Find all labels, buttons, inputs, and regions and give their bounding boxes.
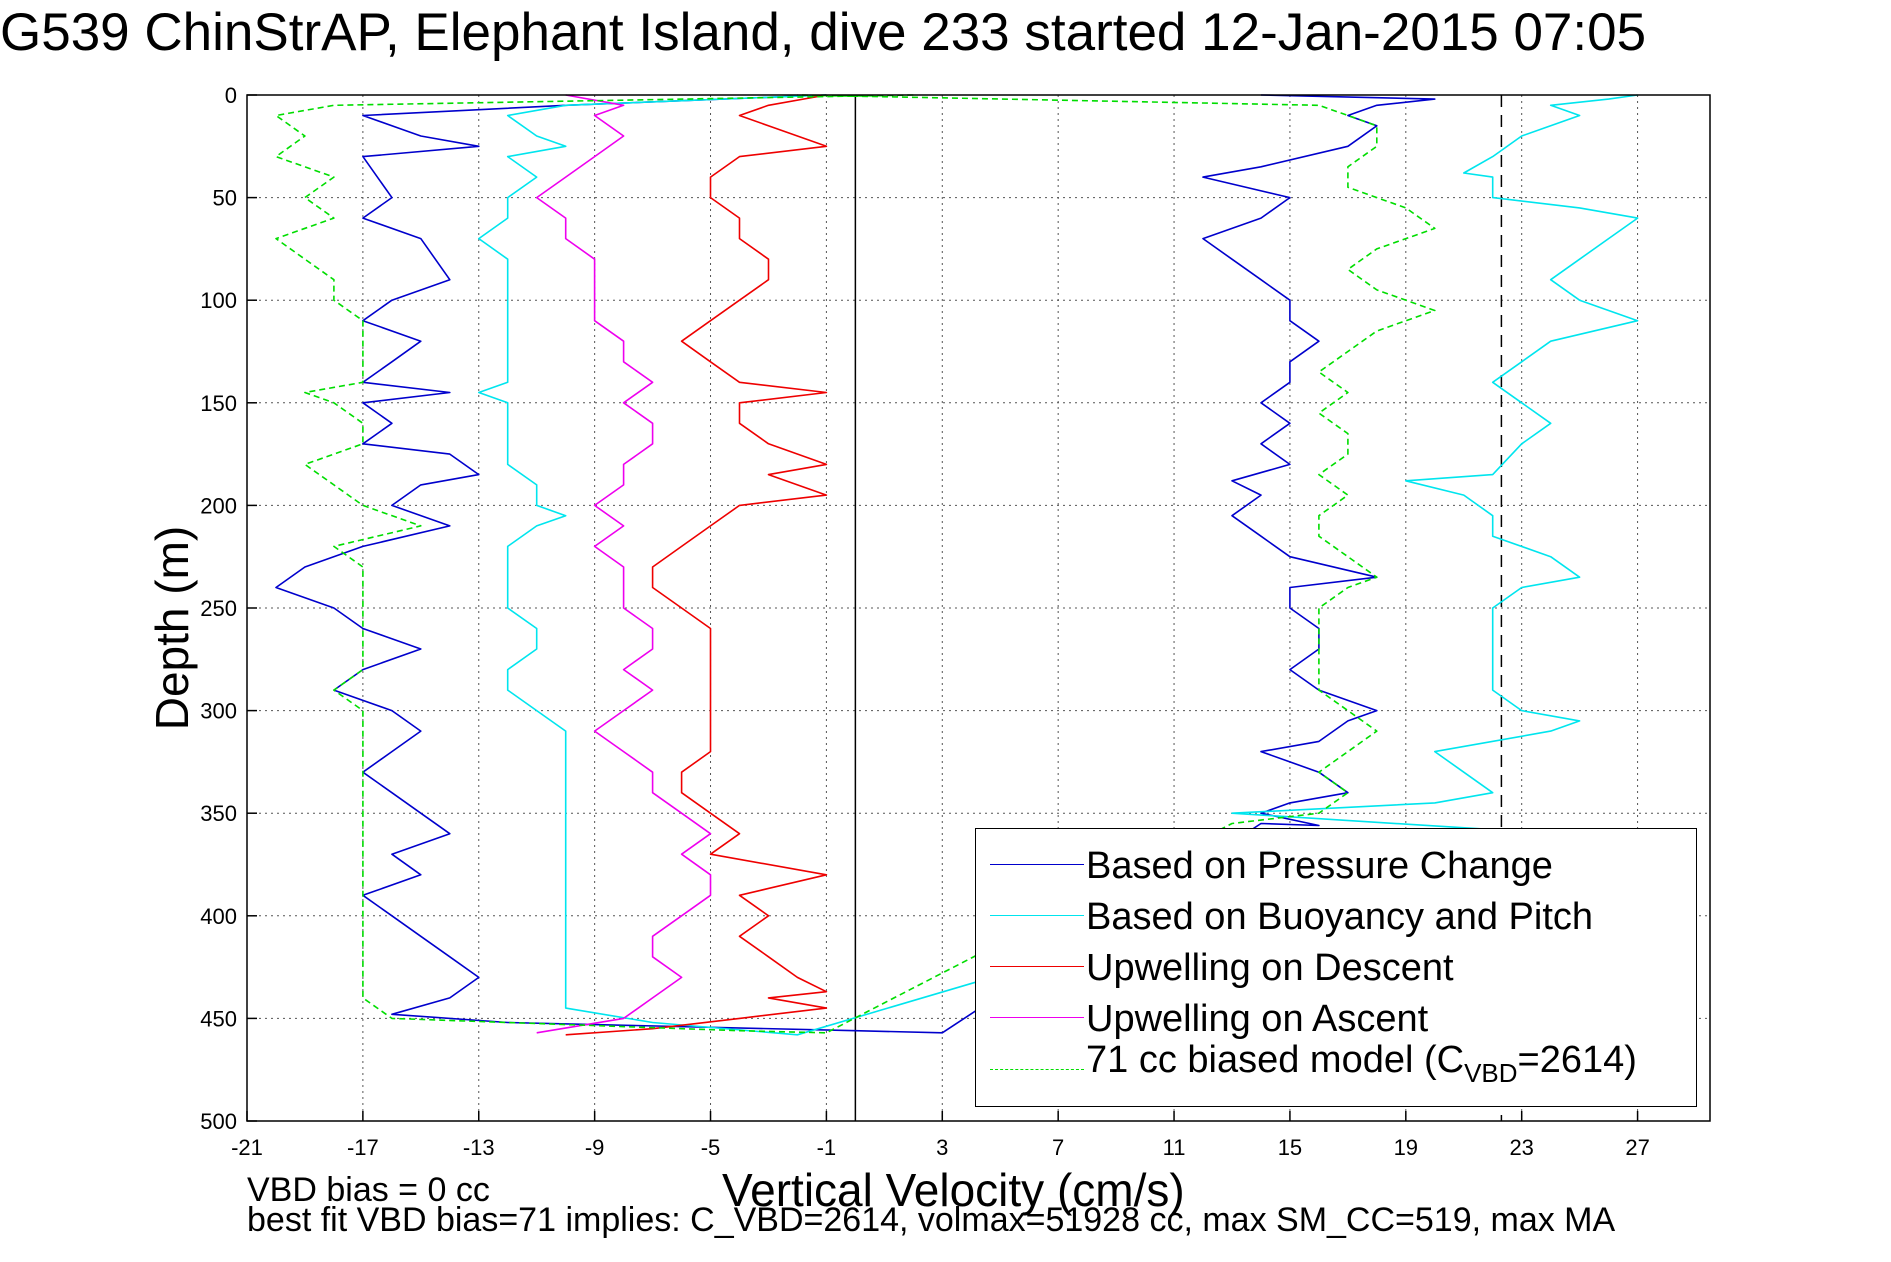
- y-tick-label: 0: [225, 83, 237, 108]
- x-tick-label: 19: [1394, 1135, 1418, 1160]
- best-fit-note: best fit VBD bias=71 implies: C_VBD=2614…: [247, 1201, 1616, 1239]
- x-tick-label: -13: [463, 1135, 495, 1160]
- legend-model-suffix: =2614): [1517, 1039, 1637, 1081]
- series-layer: [275, 94, 1639, 1036]
- y-tick-label: 100: [200, 288, 237, 313]
- legend-label-pressure: Based on Pressure Change: [1086, 845, 1553, 887]
- x-tick-label: 15: [1278, 1135, 1302, 1160]
- legend-entry-descent: Upwelling on Descent: [976, 941, 1696, 993]
- y-tick-label: 400: [200, 904, 237, 929]
- series-line-1: [478, 94, 1639, 1036]
- x-tick-label: -5: [701, 1135, 721, 1160]
- x-tick-label: 3: [936, 1135, 948, 1160]
- x-tick-label: 23: [1509, 1135, 1533, 1160]
- y-tick-label: 350: [200, 801, 237, 826]
- vbd-bias-note: VBD bias = 0 cc: [247, 1171, 490, 1209]
- legend-entry-buoyancy: Based on Buoyancy and Pitch: [976, 890, 1696, 942]
- y-axis-label: Depth (m): [146, 525, 198, 731]
- legend-label-model: 71 cc biased model (CVBD=2614): [1086, 1041, 1637, 1086]
- chart-title: G539 ChinStrAP, Elephant Island, dive 23…: [0, 3, 1647, 62]
- legend-swatch-descent: [990, 966, 1084, 967]
- series-line-3: [535, 94, 712, 1034]
- x-axis-label: Vertical Velocity (cm/s): [722, 1164, 1185, 1216]
- legend-entry-ascent: Upwelling on Ascent: [976, 992, 1696, 1044]
- y-tick-label: 500: [200, 1109, 237, 1134]
- y-tick-label: 50: [213, 186, 237, 211]
- x-tick-label: -17: [347, 1135, 379, 1160]
- legend: Based on Pressure Change Based on Buoyan…: [975, 828, 1697, 1107]
- legend-swatch-buoyancy: [990, 915, 1084, 916]
- plot-frame: [246, 94, 1711, 1122]
- legend-label-descent: Upwelling on Descent: [1086, 947, 1454, 989]
- series-line-4: [275, 94, 1436, 1034]
- x-tick-label: -21: [231, 1135, 263, 1160]
- x-tick-label: 11: [1163, 1135, 1186, 1160]
- legend-model-subscript: VBD: [1464, 1058, 1518, 1088]
- legend-entry-model: 71 cc biased model (CVBD=2614): [976, 1033, 1696, 1086]
- x-tick-label: 7: [1052, 1135, 1064, 1160]
- y-tick-label: 250: [200, 596, 237, 621]
- tick-layer: -21 -17 -13 -9 -5 -1 3 7 11 15 19 23 270501001502002…: [200, 83, 1650, 1160]
- series-line-0: [275, 94, 1436, 1034]
- legend-label-ascent: Upwelling on Ascent: [1086, 998, 1429, 1040]
- legend-label-buoyancy: Based on Buoyancy and Pitch: [1086, 896, 1594, 938]
- y-tick-label: 450: [200, 1006, 237, 1031]
- series-line-2: [565, 94, 828, 1036]
- x-tick-label: -1: [817, 1135, 837, 1160]
- legend-swatch-model: [990, 1069, 1084, 1070]
- x-tick-label: 27: [1625, 1135, 1649, 1160]
- legend-entry-pressure: Based on Pressure Change: [976, 839, 1696, 891]
- legend-swatch-ascent: [990, 1017, 1084, 1018]
- y-tick-label: 150: [200, 391, 237, 416]
- legend-swatch-pressure: [990, 864, 1084, 865]
- legend-model-text: 71 cc biased model (C: [1086, 1039, 1465, 1081]
- y-tick-label: 200: [200, 493, 237, 518]
- x-tick-label: -9: [585, 1135, 605, 1160]
- y-tick-label: 300: [200, 699, 237, 724]
